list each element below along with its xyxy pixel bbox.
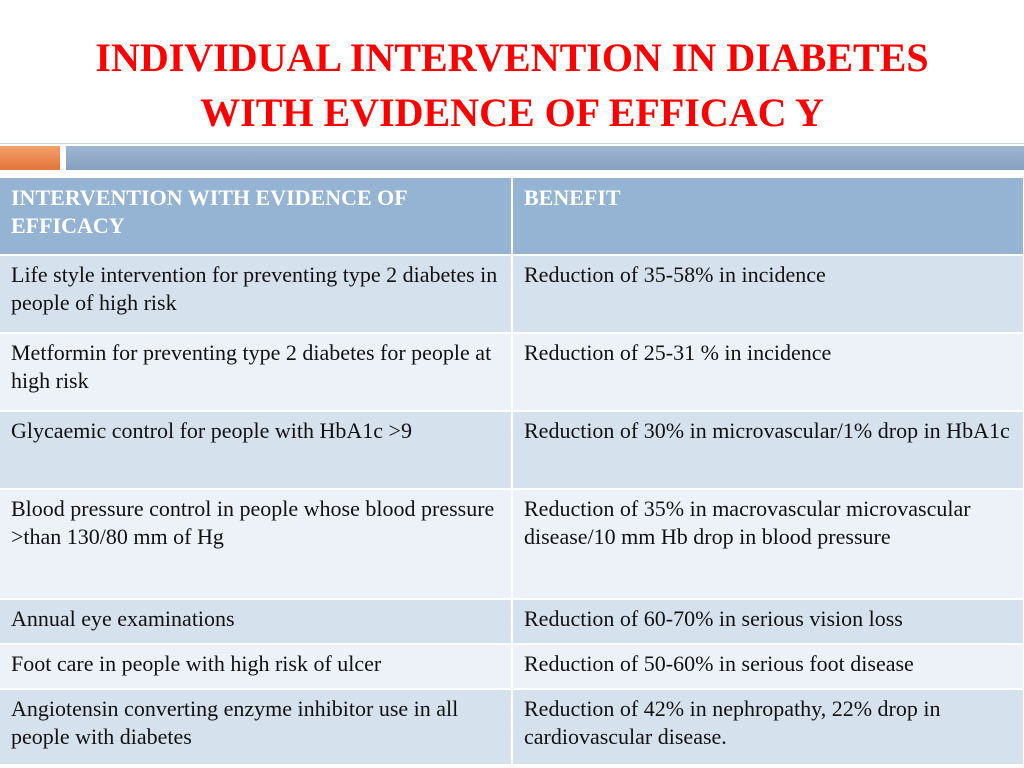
cell-intervention: Life style intervention for preventing t… (0, 255, 513, 334)
title-line-1: INDIVIDUAL INTERVENTION IN DIABETES (95, 35, 929, 80)
table-row: Metformin for preventing type 2 diabetes… (0, 333, 1024, 412)
cell-benefit: Reduction of 50-60% in serious foot dise… (512, 644, 1024, 690)
blue-accent-bar (66, 146, 1024, 170)
cell-intervention: Annual eye examinations (0, 599, 513, 645)
header-intervention: INTERVENTION WITH EVIDENCE OF EFFICACY (0, 178, 513, 256)
cell-intervention: Blood pressure control in people whose b… (0, 489, 513, 600)
cell-intervention: Metformin for preventing type 2 diabetes… (0, 333, 513, 412)
cell-benefit: Reduction of 25-31 % in incidence (512, 333, 1024, 412)
intervention-table: INTERVENTION WITH EVIDENCE OF EFFICACY B… (0, 178, 1024, 766)
table-row: Glycaemic control for people with HbA1c … (0, 411, 1024, 490)
orange-accent-block (0, 146, 60, 170)
cell-benefit: Reduction of 42% in nephropathy, 22% dro… (512, 689, 1024, 766)
cell-benefit: Reduction of 35-58% in incidence (512, 255, 1024, 334)
cell-benefit: Reduction of 60-70% in serious vision lo… (512, 599, 1024, 645)
divider-line (0, 143, 1024, 144)
cell-intervention: Angiotensin converting enzyme inhibitor … (0, 689, 513, 766)
table-row: Angiotensin converting enzyme inhibitor … (0, 689, 1024, 766)
table-row: Foot care in people with high risk of ul… (0, 644, 1024, 690)
cell-benefit: Reduction of 35% in macrovascular microv… (512, 489, 1024, 600)
cell-intervention: Glycaemic control for people with HbA1c … (0, 411, 513, 490)
table-row: Life style intervention for preventing t… (0, 255, 1024, 334)
decorative-divider-bar (0, 143, 1024, 173)
table-header-row: INTERVENTION WITH EVIDENCE OF EFFICACY B… (0, 178, 1024, 256)
title-line-2: WITH EVIDENCE OF EFFICAC Y (200, 90, 824, 135)
cell-benefit: Reduction of 30% in microvascular/1% dro… (512, 411, 1024, 490)
table-row: Annual eye examinations Reduction of 60-… (0, 599, 1024, 645)
header-benefit: BENEFIT (512, 178, 1024, 256)
page-title: INDIVIDUAL INTERVENTION IN DIABETES WITH… (0, 30, 1024, 140)
cell-intervention: Foot care in people with high risk of ul… (0, 644, 513, 690)
table-row: Blood pressure control in people whose b… (0, 489, 1024, 600)
